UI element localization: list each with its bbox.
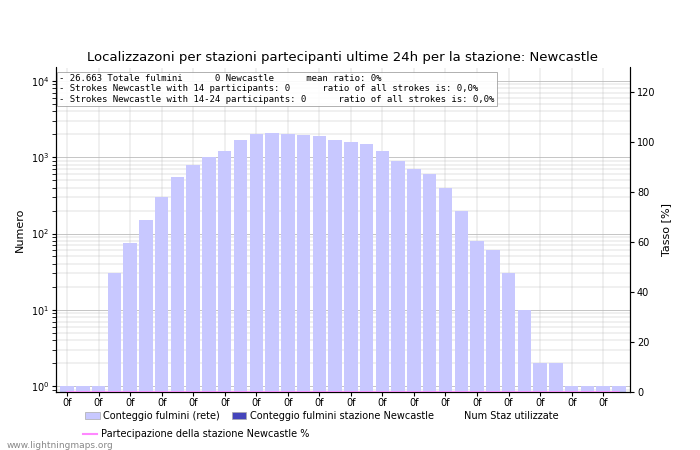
Bar bbox=[550, 363, 563, 450]
Bar bbox=[565, 386, 578, 450]
Bar bbox=[265, 133, 279, 450]
Bar bbox=[139, 220, 153, 450]
Y-axis label: Tasso [%]: Tasso [%] bbox=[661, 203, 671, 256]
Bar bbox=[439, 188, 452, 450]
Bar bbox=[297, 135, 310, 450]
Bar bbox=[186, 165, 200, 450]
Bar bbox=[76, 386, 90, 450]
Bar bbox=[581, 386, 594, 450]
Text: www.lightningmaps.org: www.lightningmaps.org bbox=[7, 441, 113, 450]
Bar bbox=[328, 140, 342, 450]
Text: - 26.663 Totale fulmini      0 Newcastle      mean ratio: 0%
- Strokes Newcastle: - 26.663 Totale fulmini 0 Newcastle mean… bbox=[59, 74, 494, 104]
Bar bbox=[391, 161, 405, 450]
Bar bbox=[234, 140, 247, 450]
Bar bbox=[218, 151, 232, 450]
Bar bbox=[517, 310, 531, 450]
Bar bbox=[376, 151, 389, 450]
Bar bbox=[123, 243, 136, 450]
Bar bbox=[486, 251, 500, 450]
Bar bbox=[502, 274, 515, 450]
Bar bbox=[281, 134, 295, 450]
Bar bbox=[454, 211, 468, 450]
Bar bbox=[202, 157, 216, 450]
Bar bbox=[313, 136, 326, 450]
Bar bbox=[470, 241, 484, 450]
Y-axis label: Numero: Numero bbox=[15, 207, 25, 252]
Bar bbox=[60, 386, 74, 450]
Title: Localizzazoni per stazioni partecipanti ultime 24h per la stazione: Newcastle: Localizzazoni per stazioni partecipanti … bbox=[88, 50, 598, 63]
Bar bbox=[344, 142, 358, 450]
Bar bbox=[155, 197, 169, 450]
Bar bbox=[423, 174, 436, 450]
Legend: Conteggio fulmini (rete), Conteggio fulmini stazione Newcastle, Num Staz utilizz: Conteggio fulmini (rete), Conteggio fulm… bbox=[81, 407, 563, 425]
Bar bbox=[360, 144, 373, 450]
Legend: Partecipazione della stazione Newcastle %: Partecipazione della stazione Newcastle … bbox=[78, 425, 314, 443]
Bar bbox=[596, 386, 610, 450]
Bar bbox=[171, 177, 184, 450]
Bar bbox=[108, 274, 121, 450]
Bar bbox=[407, 169, 421, 450]
Bar bbox=[92, 386, 105, 450]
Bar bbox=[250, 134, 263, 450]
Bar bbox=[612, 386, 626, 450]
Bar bbox=[533, 363, 547, 450]
